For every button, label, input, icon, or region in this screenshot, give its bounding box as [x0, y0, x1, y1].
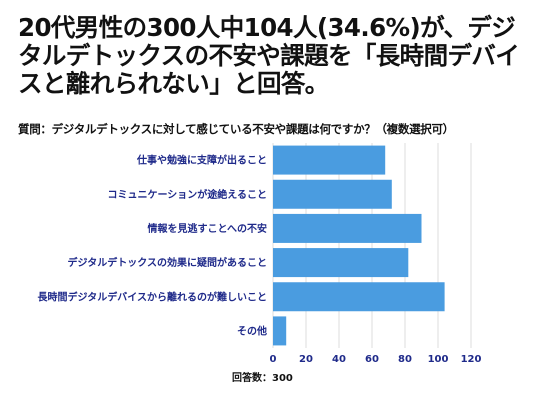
bar-0 [273, 145, 386, 175]
bar-1 [273, 179, 392, 209]
x-axis-ticks: 0 20 40 60 80 100 120 [270, 354, 482, 365]
headline: 20代男性の300人中104人(34.6%)が、デジタルデトックスの不安や課題を… [18, 13, 520, 98]
category-label: 長時間デジタルデバイスから離れるのが難しいこと [38, 290, 268, 303]
x-tick-label: 100 [428, 354, 449, 365]
x-tick-label: 80 [398, 354, 412, 365]
category-label: 仕事や勉強に支障が出ること [136, 154, 267, 167]
chart-bars [273, 145, 445, 346]
bar-3 [273, 248, 409, 278]
question-text: 質問：デジタルデトックスに対して感じている不安や課題は何ですか？（複数選択可） [18, 122, 454, 136]
category-label: デジタルデトックスの効果に疑問があること [68, 256, 268, 269]
category-label: コミュニケーションが途絶えること [108, 188, 268, 201]
x-tick-label: 20 [299, 354, 313, 365]
bar-4 [273, 282, 445, 312]
x-tick-label: 40 [332, 354, 346, 365]
category-label: その他 [237, 324, 267, 337]
bar-2 [273, 213, 422, 243]
x-tick-label: 0 [270, 354, 277, 365]
category-labels: 仕事や勉強に支障が出ることコミュニケーションが途絶えること情報を見逃すことへの不… [38, 154, 268, 338]
bar-5 [273, 316, 287, 346]
x-tick-label: 120 [461, 354, 482, 365]
chart-grid [272, 143, 472, 348]
response-count: 回答数：300 [232, 373, 293, 384]
category-label: 情報を見逃すことへの不安 [148, 222, 268, 235]
x-tick-label: 60 [365, 354, 379, 365]
